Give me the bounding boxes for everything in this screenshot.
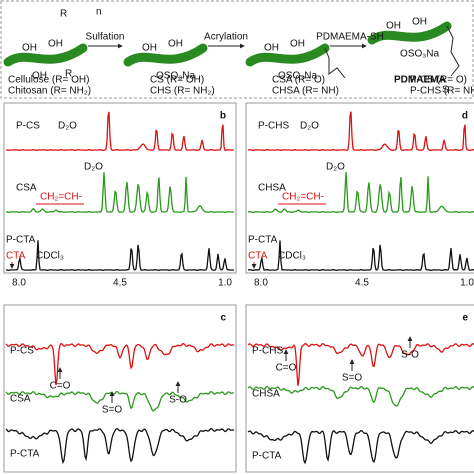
annotation: CTA: [6, 251, 26, 262]
group-label: OSO₃Na: [156, 71, 196, 82]
group-label: OH: [32, 71, 47, 82]
spectrum: [247, 385, 474, 407]
spectrum-label: CHSA: [252, 389, 280, 400]
group-label: S: [442, 85, 449, 96]
spectrum-label: P-CS: [10, 346, 34, 357]
compound-label: Chitosan (R= NH₂): [8, 86, 91, 97]
group-label: OH: [386, 21, 401, 32]
spectrum-label: CSA: [10, 394, 31, 405]
panel-frame: [3, 102, 237, 274]
spectrum: [247, 172, 474, 213]
spectrum-label: P-CTA: [6, 235, 36, 246]
panel-letter: c: [220, 313, 226, 324]
compound-label: CHS (R= NH₂): [150, 86, 215, 97]
axis-label: 1.0: [218, 278, 232, 289]
group-label: OH: [264, 43, 279, 54]
compound-label: P-CS (R= O): [410, 75, 467, 86]
scheme-frame: [0, 0, 474, 99]
group-label: OH: [290, 39, 305, 50]
axis-label: 8.0: [254, 278, 268, 289]
spectrum-label: P-CTA: [252, 451, 282, 462]
panel-frame: [3, 304, 237, 473]
spectrum-label: P-CHS: [252, 346, 283, 357]
axis-label: 4.5: [113, 278, 127, 289]
polymer-chain: [3, 43, 88, 67]
spectrum: [5, 111, 234, 151]
annotation: CTA: [248, 251, 268, 262]
group-label: OH: [168, 39, 183, 50]
spectrum-label: CSA: [16, 183, 37, 194]
axis-label: 1.0: [460, 278, 474, 289]
band-label: C=O: [50, 381, 71, 392]
scheme: [0, 0, 474, 99]
panel-frame: [245, 304, 474, 473]
panel-letter: e: [462, 313, 468, 324]
group-label: OH: [48, 39, 63, 50]
polymer-chain: [245, 43, 330, 67]
polymer-chain: [123, 43, 208, 67]
polymer-label: PDMAEMA: [394, 75, 446, 86]
panel-letter: b: [220, 111, 226, 122]
spectrum-label: P-CHS: [258, 121, 289, 132]
spectrum: [5, 427, 235, 465]
band-label: S=O: [102, 405, 123, 416]
compound-label: P-CHS (R= NH): [410, 86, 474, 97]
step-label: Sulfation: [86, 32, 125, 43]
axis-label: 4.5: [355, 278, 369, 289]
compound-label: CHSA (R= NH): [272, 86, 339, 97]
panel-letter: d: [462, 111, 468, 122]
band-label: S-O: [401, 350, 419, 361]
peak-label: CDCl₃: [278, 251, 306, 262]
peak-label: CDCl₃: [36, 251, 64, 262]
group-label: OH: [142, 43, 157, 54]
group-label: R: [65, 69, 72, 80]
spectrum-label: P-CS: [16, 121, 40, 132]
group-label: OSO₃Na: [400, 49, 440, 60]
compound-label: CSA (R= O): [272, 75, 325, 86]
group-label: R: [60, 9, 67, 20]
spectrum: [247, 429, 474, 465]
peak-label: D₂O: [84, 162, 103, 173]
annotation: CH₂=CH-: [282, 192, 324, 203]
spectrum: [247, 111, 474, 151]
compound-label: CS (R= OH): [150, 75, 204, 86]
spectrum: [5, 172, 234, 213]
spectrum: [247, 342, 474, 386]
panel-frame: [245, 102, 474, 274]
peak-label: D₂O: [58, 121, 77, 132]
group-label: OH: [412, 17, 427, 28]
linker: [446, 25, 460, 77]
spectrum: [5, 390, 235, 412]
band-label: S-O: [169, 395, 187, 406]
acrylate: [324, 47, 346, 79]
band-label: S=O: [342, 373, 363, 384]
spectrum: [247, 240, 474, 271]
group-label: OH: [22, 43, 37, 54]
axis-label: 8.0: [12, 278, 26, 289]
spectrum-label: P-CTA: [248, 235, 278, 246]
band-label: C=O: [276, 363, 297, 374]
peak-label: D₂O: [300, 121, 319, 132]
spectrum-label: P-CTA: [10, 449, 40, 460]
step-label: PDMAEMA-SH: [316, 32, 384, 43]
peak-label: D₂O: [326, 162, 345, 173]
step-label: Acrylation: [204, 32, 248, 43]
polymer-chain: [367, 21, 452, 45]
annotation: CH₂=CH-: [40, 192, 82, 203]
spectrum: [5, 240, 234, 271]
spectrum: [5, 342, 235, 386]
group-label: OSO₃Na: [278, 71, 318, 82]
spectrum-label: CHSA: [258, 183, 286, 194]
compound-label: Cellulose (R= OH): [8, 75, 89, 86]
group-label: n: [96, 7, 102, 18]
